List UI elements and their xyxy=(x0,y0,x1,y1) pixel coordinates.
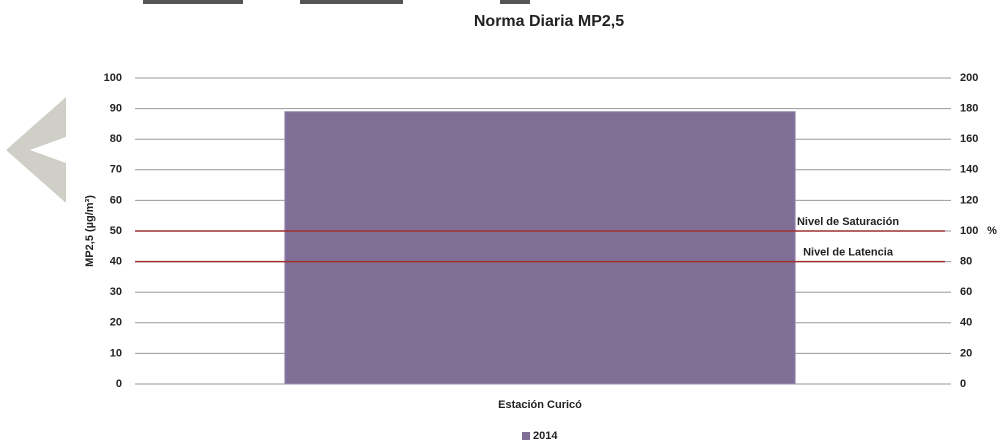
y-tick-label: 60 xyxy=(110,194,122,206)
y2-tick-label: 120 xyxy=(960,194,978,206)
y-tick-label: 90 xyxy=(110,103,122,115)
y2-tick-label: 20 xyxy=(960,347,972,359)
y2-tick-label: 0 xyxy=(960,378,966,390)
legend-label: 2014 xyxy=(533,430,558,441)
y2-tick-label: 80 xyxy=(960,256,972,268)
y2-tick-label: 200 xyxy=(960,72,978,84)
y-tick-label: 0 xyxy=(116,378,122,390)
y2-tick-label: 40 xyxy=(960,317,972,329)
y-tick-label: 100 xyxy=(104,72,122,84)
y2-tick-label: 100 xyxy=(960,225,978,237)
y-axis-label: MP2,5 (µg/m³) xyxy=(84,195,96,267)
chart-title: Norma Diaria MP2,5 xyxy=(474,13,624,30)
y-tick-label: 30 xyxy=(110,286,122,298)
legend-swatch xyxy=(522,432,530,440)
top-decoration xyxy=(143,0,243,4)
y-tick-label: 40 xyxy=(110,256,122,268)
y2-tick-label: 160 xyxy=(960,133,978,145)
y2-tick-label: 140 xyxy=(960,164,978,176)
y2-tick-label: 180 xyxy=(960,103,978,115)
y-tick-label: 20 xyxy=(110,317,122,329)
top-decoration xyxy=(500,0,530,4)
reference-line-label: Nivel de Latencia xyxy=(803,247,894,259)
y2-tick-label: 60 xyxy=(960,286,972,298)
y-tick-label: 10 xyxy=(110,347,122,359)
bar xyxy=(284,111,796,385)
y2-axis-label: % xyxy=(987,225,997,237)
top-decoration xyxy=(300,0,403,4)
y-tick-label: 70 xyxy=(110,164,122,176)
y-tick-label: 50 xyxy=(110,225,122,237)
x-tick-label: Estación Curicó xyxy=(498,399,582,411)
y-tick-label: 80 xyxy=(110,133,122,145)
reference-line-label: Nivel de Saturación xyxy=(797,216,899,228)
back-chevron[interactable] xyxy=(6,97,66,203)
